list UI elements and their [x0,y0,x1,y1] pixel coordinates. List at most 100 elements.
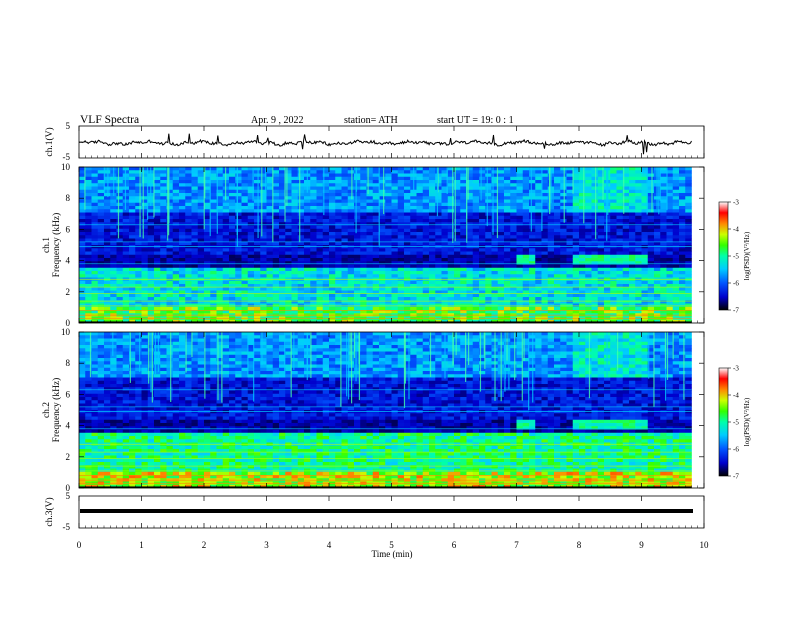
spectrogram-cell [473,209,480,213]
spectrogram-cell [648,248,655,252]
spectrogram-cell [492,261,499,265]
spectrogram-cell [179,258,186,262]
spectrogram-cell [335,294,342,298]
spectrogram-cell [423,287,430,291]
spectrogram-cell [579,190,586,194]
spectrogram-cell [129,174,136,178]
spectrogram-cell [348,216,355,220]
spectrogram-cell [310,190,317,194]
spectrogram-cell [204,232,211,236]
spectrogram-cell [567,174,574,178]
spectrogram-cell [104,187,111,191]
spectrogram-cell [667,229,674,233]
spectrogram-cell [579,255,586,259]
spectrogram-cell [392,183,399,187]
spectrogram-cell [129,252,136,256]
spectrogram-cell [154,274,161,278]
spectrogram-cell [342,187,349,191]
spectrogram-cell [198,307,205,311]
spectrogram-cell [623,261,630,265]
spectrogram-cell [154,294,161,298]
spectrogram-cell [485,203,492,207]
spectrogram-cell [273,196,280,200]
spectrogram-cell [517,187,524,191]
spectrogram-cell [192,183,199,187]
spectrogram-cell [79,287,86,291]
spectrogram-cell [185,170,192,174]
spectrogram-cell [573,265,580,269]
spectrogram-cell [260,268,267,272]
spectrogram-cell [160,196,167,200]
spectrogram-cell [92,469,99,473]
spectrogram-cell [379,196,386,200]
spectrogram-cell [310,287,317,291]
spectrogram-cell [98,193,105,197]
spectrogram-cell [617,183,624,187]
spectrogram-cell [173,200,180,204]
spectrogram-cell [510,294,517,298]
spectrogram-cell [485,232,492,236]
spectrogram-cell [579,187,586,191]
spectrogram-cell [648,216,655,220]
spectrogram-cell [479,203,486,207]
spectrogram-cell [267,187,274,191]
spectrogram-cell [123,271,130,275]
spectrogram-cell [679,232,686,236]
spectrogram-cell [273,261,280,265]
spectrogram-cell [667,255,674,259]
spectrogram-cell [523,258,530,262]
spectrogram-cell [379,261,386,265]
spectrogram-cell [92,342,99,346]
spectrogram-cell [273,209,280,213]
spectrogram-cell [98,371,105,375]
spectrogram-cell [92,213,99,217]
spectrogram-cell [260,307,267,311]
spectrogram-cell [673,261,680,265]
spectrogram-cell [335,252,342,256]
spectrogram-cell [548,258,555,262]
spectrogram-cell [98,222,105,226]
spectrogram-cell [292,294,299,298]
spectrogram-cell [92,417,99,421]
spectrogram-cell [348,307,355,311]
spectrogram-cell [554,180,561,184]
spectrogram-cell [404,248,411,252]
spectrogram-cell [267,183,274,187]
colorbar-tick-label: -3 [733,199,739,207]
spectrogram-cell [523,170,530,174]
spectrogram-cell [385,255,392,259]
spectrogram-cell [323,255,330,259]
spectrogram-cell [498,294,505,298]
spectrogram-cell [354,200,361,204]
spectrogram-cell [92,407,99,411]
spectrogram-cell [229,177,236,181]
spectrogram-cell [379,206,386,210]
spectrogram-cell [573,222,580,226]
spectrogram-cell [454,281,461,285]
spectrogram-cell [473,268,480,272]
spectrogram-cell [273,206,280,210]
spectrogram-cell [298,274,305,278]
spectrogram-cell [204,219,211,223]
spectrogram-cell [610,196,617,200]
spectrogram-cell [98,355,105,359]
spectrogram-cell [554,226,561,230]
spectrogram-cell [298,187,305,191]
spectrogram-cell [473,261,480,265]
spectrogram-cell [573,232,580,236]
spectrogram-cell [504,200,511,204]
spectrogram-cell [460,281,467,285]
spectrogram-cell [92,219,99,223]
spectrogram-cell [110,219,117,223]
spectrogram-cell [598,209,605,213]
spectrogram-cell [210,252,217,256]
spectrogram-cell [98,361,105,365]
spectrogram-cell [248,304,255,308]
spectrogram-cell [79,459,86,463]
spectrogram-cell [429,190,436,194]
spectrogram-cell [598,304,605,308]
spectrogram-cell [298,248,305,252]
spectrogram-cell [392,229,399,233]
spectrogram-cell [498,261,505,265]
spectrogram-cell [673,229,680,233]
